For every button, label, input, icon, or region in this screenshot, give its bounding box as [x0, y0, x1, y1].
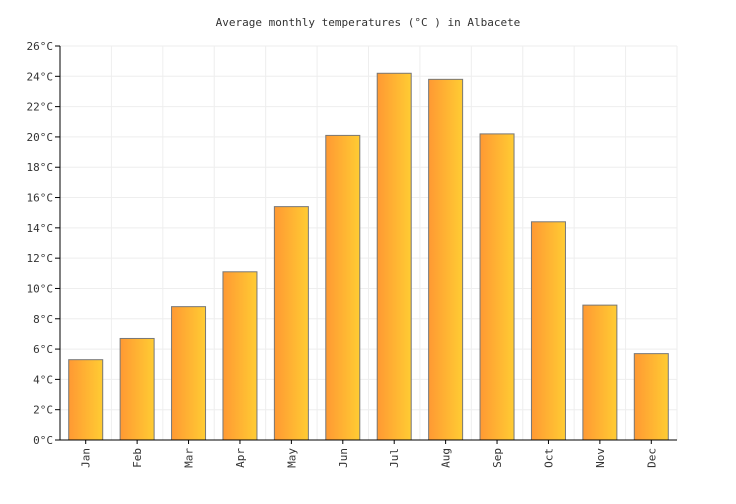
y-tick-label: 22°C [27, 101, 54, 114]
bar-mar [171, 306, 207, 441]
axes [55, 45, 677, 444]
x-tick-label: Aug [440, 448, 453, 468]
x-tick-label: Jun [337, 448, 350, 468]
bar-jul [376, 72, 412, 441]
y-tick-label: 20°C [27, 131, 54, 144]
bar-oct [530, 221, 566, 441]
bar-jun [325, 134, 361, 441]
x-tick-label: Oct [542, 448, 555, 468]
x-tick-label: Mar [183, 448, 196, 468]
grid-lines [59, 45, 678, 441]
bar-feb [119, 337, 155, 441]
y-tick-label: 14°C [27, 222, 54, 235]
bar-apr [222, 271, 258, 441]
bar-may [273, 206, 309, 441]
y-tick-label: 10°C [27, 282, 54, 295]
x-tick-label: Jul [388, 448, 401, 468]
y-tick-labels: 0°C 2°C 4°C 6°C 8°C 10°C 12°C 14°C 16°C 18°C 20°C 2… [27, 40, 54, 447]
y-tick-label: 18°C [27, 161, 54, 174]
bar-sep [479, 133, 515, 441]
x-tick-label: Feb [131, 448, 144, 468]
y-tick-label: 26°C [27, 40, 54, 53]
x-tick-label: Jan [80, 448, 93, 468]
y-tick-label: 4°C [33, 373, 53, 386]
x-tick-labels: Jan Feb Mar Apr May Jun Jul Aug Sep Oct Nov Dec [80, 448, 659, 468]
y-tick-label: 24°C [27, 70, 54, 83]
y-tick-label: 0°C [33, 434, 53, 447]
y-tick-label: 6°C [33, 343, 53, 356]
y-tick-label: 12°C [27, 252, 54, 265]
bar-aug [428, 78, 464, 441]
bars [68, 72, 669, 441]
bar-dec [633, 353, 669, 441]
bar-jan [68, 359, 104, 441]
x-tick-label: Sep [491, 448, 504, 468]
x-tick-label: Nov [594, 448, 607, 468]
chart-title: Average monthly temperatures (°C ) in Al… [216, 16, 521, 29]
y-tick-label: 16°C [27, 192, 54, 205]
y-tick-label: 2°C [33, 404, 53, 417]
x-tick-label: Dec [645, 448, 658, 468]
y-tick-label: 8°C [33, 313, 53, 326]
x-tick-label: Apr [234, 448, 247, 468]
bar-nov [582, 304, 618, 441]
x-tick-label: May [285, 448, 298, 468]
